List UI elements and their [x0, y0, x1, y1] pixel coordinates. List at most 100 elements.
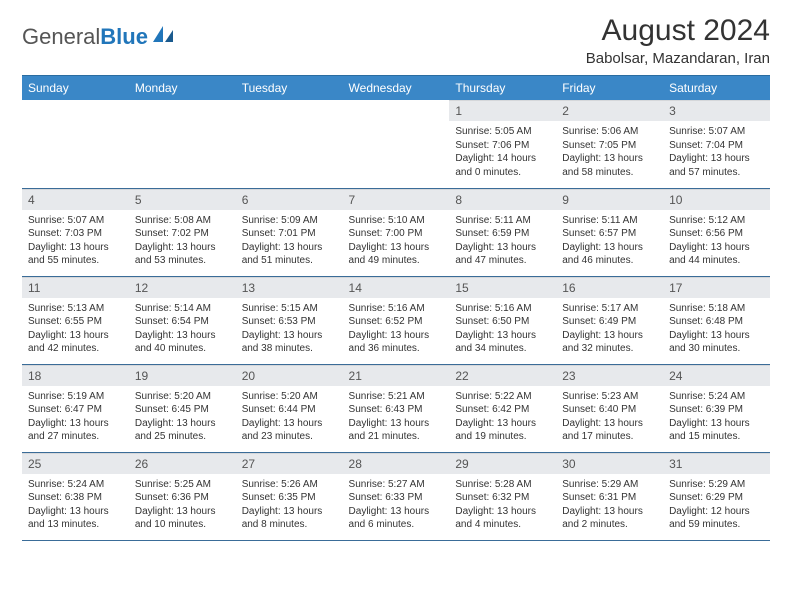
calendar-day-cell: 16Sunrise: 5:17 AMSunset: 6:49 PMDayligh… — [556, 276, 663, 364]
day-data: Sunrise: 5:06 AMSunset: 7:05 PMDaylight:… — [556, 121, 663, 183]
calendar-day-cell: 24Sunrise: 5:24 AMSunset: 6:39 PMDayligh… — [663, 364, 770, 452]
calendar-day-cell: 31Sunrise: 5:29 AMSunset: 6:29 PMDayligh… — [663, 452, 770, 540]
day-data: Sunrise: 5:25 AMSunset: 6:36 PMDaylight:… — [129, 474, 236, 536]
day-number: 4 — [22, 189, 129, 210]
day-number: 22 — [449, 365, 556, 386]
day-header: Wednesday — [343, 76, 450, 101]
calendar-week-row: 4Sunrise: 5:07 AMSunset: 7:03 PMDaylight… — [22, 188, 770, 276]
day-number: 27 — [236, 453, 343, 474]
logo-text-2: Blue — [100, 24, 148, 50]
calendar-week-row: ........1Sunrise: 5:05 AMSunset: 7:06 PM… — [22, 100, 770, 188]
day-header: Sunday — [22, 76, 129, 101]
day-number: 25 — [22, 453, 129, 474]
day-data: Sunrise: 5:08 AMSunset: 7:02 PMDaylight:… — [129, 210, 236, 272]
day-data: Sunrise: 5:24 AMSunset: 6:38 PMDaylight:… — [22, 474, 129, 536]
day-header: Tuesday — [236, 76, 343, 101]
day-number: 30 — [556, 453, 663, 474]
day-data: Sunrise: 5:20 AMSunset: 6:45 PMDaylight:… — [129, 386, 236, 448]
calendar-day-cell: .. — [236, 100, 343, 188]
calendar-day-cell: 25Sunrise: 5:24 AMSunset: 6:38 PMDayligh… — [22, 452, 129, 540]
calendar-day-cell: 28Sunrise: 5:27 AMSunset: 6:33 PMDayligh… — [343, 452, 450, 540]
day-data: Sunrise: 5:11 AMSunset: 6:59 PMDaylight:… — [449, 210, 556, 272]
calendar-day-cell: .. — [129, 100, 236, 188]
day-number: 11 — [22, 277, 129, 298]
calendar-week-row: 25Sunrise: 5:24 AMSunset: 6:38 PMDayligh… — [22, 452, 770, 540]
day-number: 20 — [236, 365, 343, 386]
day-data: Sunrise: 5:16 AMSunset: 6:50 PMDaylight:… — [449, 298, 556, 360]
day-number: 19 — [129, 365, 236, 386]
calendar-day-cell: 5Sunrise: 5:08 AMSunset: 7:02 PMDaylight… — [129, 188, 236, 276]
day-data: Sunrise: 5:22 AMSunset: 6:42 PMDaylight:… — [449, 386, 556, 448]
day-number: 28 — [343, 453, 450, 474]
day-data: Sunrise: 5:24 AMSunset: 6:39 PMDaylight:… — [663, 386, 770, 448]
month-title: August 2024 — [586, 14, 770, 48]
day-number: 8 — [449, 189, 556, 210]
calendar-day-cell: 6Sunrise: 5:09 AMSunset: 7:01 PMDaylight… — [236, 188, 343, 276]
day-data: Sunrise: 5:05 AMSunset: 7:06 PMDaylight:… — [449, 121, 556, 183]
day-data: Sunrise: 5:14 AMSunset: 6:54 PMDaylight:… — [129, 298, 236, 360]
day-number: 15 — [449, 277, 556, 298]
logo-sail-icon — [148, 24, 177, 50]
calendar-day-cell: 20Sunrise: 5:20 AMSunset: 6:44 PMDayligh… — [236, 364, 343, 452]
day-header: Monday — [129, 76, 236, 101]
day-data: Sunrise: 5:19 AMSunset: 6:47 PMDaylight:… — [22, 386, 129, 448]
day-data: Sunrise: 5:09 AMSunset: 7:01 PMDaylight:… — [236, 210, 343, 272]
day-data: Sunrise: 5:21 AMSunset: 6:43 PMDaylight:… — [343, 386, 450, 448]
calendar-day-cell: .. — [22, 100, 129, 188]
logo-text-1: General — [22, 24, 100, 50]
day-number: 14 — [343, 277, 450, 298]
calendar-table: SundayMondayTuesdayWednesdayThursdayFrid… — [22, 75, 770, 541]
calendar-week-row: 11Sunrise: 5:13 AMSunset: 6:55 PMDayligh… — [22, 276, 770, 364]
location: Babolsar, Mazandaran, Iran — [586, 50, 770, 67]
title-block: August 2024 Babolsar, Mazandaran, Iran — [586, 14, 770, 67]
day-number: 3 — [663, 100, 770, 121]
calendar-day-cell: 12Sunrise: 5:14 AMSunset: 6:54 PMDayligh… — [129, 276, 236, 364]
calendar-day-cell: 26Sunrise: 5:25 AMSunset: 6:36 PMDayligh… — [129, 452, 236, 540]
day-data: Sunrise: 5:29 AMSunset: 6:31 PMDaylight:… — [556, 474, 663, 536]
calendar-day-cell: 2Sunrise: 5:06 AMSunset: 7:05 PMDaylight… — [556, 100, 663, 188]
day-number: 1 — [449, 100, 556, 121]
day-data: Sunrise: 5:17 AMSunset: 6:49 PMDaylight:… — [556, 298, 663, 360]
day-data: Sunrise: 5:07 AMSunset: 7:04 PMDaylight:… — [663, 121, 770, 183]
calendar-day-cell: 27Sunrise: 5:26 AMSunset: 6:35 PMDayligh… — [236, 452, 343, 540]
day-data: Sunrise: 5:11 AMSunset: 6:57 PMDaylight:… — [556, 210, 663, 272]
day-data: Sunrise: 5:20 AMSunset: 6:44 PMDaylight:… — [236, 386, 343, 448]
calendar-day-cell: 3Sunrise: 5:07 AMSunset: 7:04 PMDaylight… — [663, 100, 770, 188]
day-data: Sunrise: 5:13 AMSunset: 6:55 PMDaylight:… — [22, 298, 129, 360]
calendar-day-cell: 11Sunrise: 5:13 AMSunset: 6:55 PMDayligh… — [22, 276, 129, 364]
calendar-day-cell: 19Sunrise: 5:20 AMSunset: 6:45 PMDayligh… — [129, 364, 236, 452]
calendar-day-cell: 9Sunrise: 5:11 AMSunset: 6:57 PMDaylight… — [556, 188, 663, 276]
day-number: 13 — [236, 277, 343, 298]
calendar-day-cell: 4Sunrise: 5:07 AMSunset: 7:03 PMDaylight… — [22, 188, 129, 276]
calendar-day-cell: .. — [343, 100, 450, 188]
calendar-day-cell: 21Sunrise: 5:21 AMSunset: 6:43 PMDayligh… — [343, 364, 450, 452]
day-data: Sunrise: 5:23 AMSunset: 6:40 PMDaylight:… — [556, 386, 663, 448]
day-number: 9 — [556, 189, 663, 210]
calendar-day-cell: 23Sunrise: 5:23 AMSunset: 6:40 PMDayligh… — [556, 364, 663, 452]
day-number: 18 — [22, 365, 129, 386]
calendar-day-cell: 22Sunrise: 5:22 AMSunset: 6:42 PMDayligh… — [449, 364, 556, 452]
day-data: Sunrise: 5:26 AMSunset: 6:35 PMDaylight:… — [236, 474, 343, 536]
day-number: 7 — [343, 189, 450, 210]
day-number: 17 — [663, 277, 770, 298]
day-number: 12 — [129, 277, 236, 298]
day-number: 26 — [129, 453, 236, 474]
calendar-day-cell: 13Sunrise: 5:15 AMSunset: 6:53 PMDayligh… — [236, 276, 343, 364]
day-header: Saturday — [663, 76, 770, 101]
day-number: 5 — [129, 189, 236, 210]
calendar-day-cell: 14Sunrise: 5:16 AMSunset: 6:52 PMDayligh… — [343, 276, 450, 364]
calendar-day-cell: 29Sunrise: 5:28 AMSunset: 6:32 PMDayligh… — [449, 452, 556, 540]
day-data: Sunrise: 5:18 AMSunset: 6:48 PMDaylight:… — [663, 298, 770, 360]
day-data: Sunrise: 5:10 AMSunset: 7:00 PMDaylight:… — [343, 210, 450, 272]
calendar-day-cell: 15Sunrise: 5:16 AMSunset: 6:50 PMDayligh… — [449, 276, 556, 364]
day-data: Sunrise: 5:29 AMSunset: 6:29 PMDaylight:… — [663, 474, 770, 536]
day-number: 21 — [343, 365, 450, 386]
calendar-day-cell: 10Sunrise: 5:12 AMSunset: 6:56 PMDayligh… — [663, 188, 770, 276]
day-header: Thursday — [449, 76, 556, 101]
day-number: 23 — [556, 365, 663, 386]
day-data: Sunrise: 5:28 AMSunset: 6:32 PMDaylight:… — [449, 474, 556, 536]
day-header: Friday — [556, 76, 663, 101]
day-data: Sunrise: 5:07 AMSunset: 7:03 PMDaylight:… — [22, 210, 129, 272]
header: GeneralBlue August 2024 Babolsar, Mazand… — [22, 14, 770, 67]
logo: GeneralBlue — [22, 14, 177, 50]
